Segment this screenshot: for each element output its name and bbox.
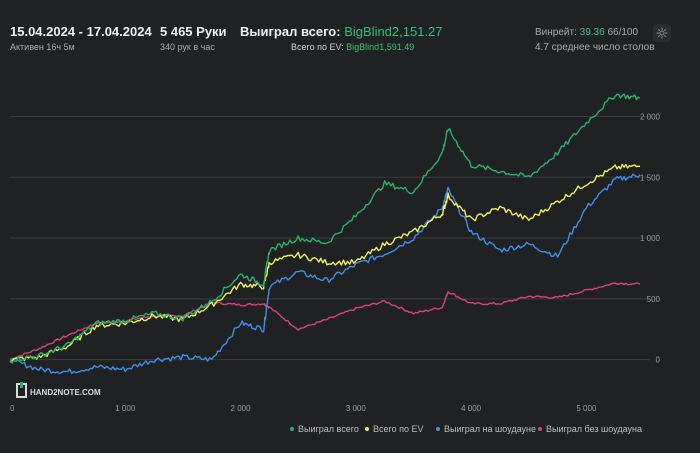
winrate-label: Винрейт:	[535, 27, 577, 38]
hands-count: 5 465 Руки	[160, 24, 227, 39]
session-header: 15.04.2024 - 17.04.2024 Активен 16ч 5м 5…	[0, 0, 700, 60]
legend-label: Выиграл без шоудауна	[546, 424, 642, 434]
series-line-4	[9, 282, 641, 361]
legend-label: Выиграл всего	[298, 424, 359, 434]
profit-chart: 0 1 000 2 000 3 000 4 000 5 000 0 500 1 000 1 50…	[0, 60, 700, 453]
ev-total-value: BigBlind1,591.49	[346, 42, 415, 52]
ev-total: Всего по EV: BigBlind1,591.49	[291, 42, 414, 52]
series-lines	[9, 93, 641, 375]
x-tick-label: 4 000	[461, 404, 482, 413]
y-tick-label: 1 500	[640, 173, 661, 182]
watermark-text: HAND2NOTE.COM	[30, 388, 101, 397]
legend-label: Выиграл на шоудауне	[444, 424, 536, 434]
settings-button[interactable]	[653, 24, 671, 42]
winrate-suffix: 66/100	[607, 27, 639, 38]
y-tick-label: 500	[647, 295, 661, 304]
legend-item[interactable]: Выиграл на шоудауне	[436, 424, 536, 434]
legend-marker	[290, 427, 294, 431]
x-tick-label: 1 000	[115, 404, 136, 413]
watermark-logo: HAND2NOTE.COM	[16, 382, 101, 398]
x-tick-label: 2 000	[231, 404, 252, 413]
gear-icon	[656, 27, 668, 39]
winrate: Винрейт: 39.36 66/100	[535, 27, 638, 38]
won-total-value: BigBlind2,151.27	[344, 24, 443, 39]
avg-tables: 4.7 среднее число столов	[535, 42, 655, 53]
won-total: Выиграл всего: BigBlind2,151.27	[240, 24, 443, 39]
y-tick-label: 0	[656, 356, 661, 365]
x-axis-ticks: 0 1 000 2 000 3 000 4 000 5 000	[10, 404, 597, 413]
legend-marker	[365, 427, 369, 431]
series-line-1	[9, 93, 641, 363]
ev-total-label: Всего по EV:	[291, 42, 344, 52]
chart-svg: 0 1 000 2 000 3 000 4 000 5 000 0 500 1 000 1 50…	[9, 93, 661, 434]
date-range: 15.04.2024 - 17.04.2024	[10, 24, 152, 39]
x-tick-label: 0	[10, 404, 15, 413]
legend-item[interactable]: Выиграл всего	[290, 424, 359, 434]
legend: Выиграл всего Всего по EV Выиграл на шоуда…	[290, 424, 642, 434]
hands-per-hour: 340 рук в час	[160, 42, 215, 52]
y-tick-label: 2 000	[640, 112, 661, 121]
legend-item[interactable]: Всего по EV	[365, 424, 423, 434]
won-total-label: Выиграл всего:	[240, 24, 341, 39]
x-tick-label: 3 000	[346, 404, 367, 413]
legend-marker	[436, 427, 440, 431]
legend-label: Всего по EV	[373, 424, 423, 434]
series-line-2	[9, 163, 640, 363]
y-tick-label: 1 000	[640, 234, 661, 243]
active-time: Активен 16ч 5м	[10, 42, 75, 52]
winrate-value: 39.36	[579, 27, 605, 38]
series-line-3	[9, 173, 641, 375]
grid	[10, 115, 650, 361]
y-axis-ticks: 0 500 1 000 1 500 2 000	[640, 112, 661, 364]
x-tick-label: 5 000	[576, 404, 597, 413]
legend-marker	[538, 427, 542, 431]
legend-item[interactable]: Выиграл без шоудауна	[538, 424, 642, 434]
